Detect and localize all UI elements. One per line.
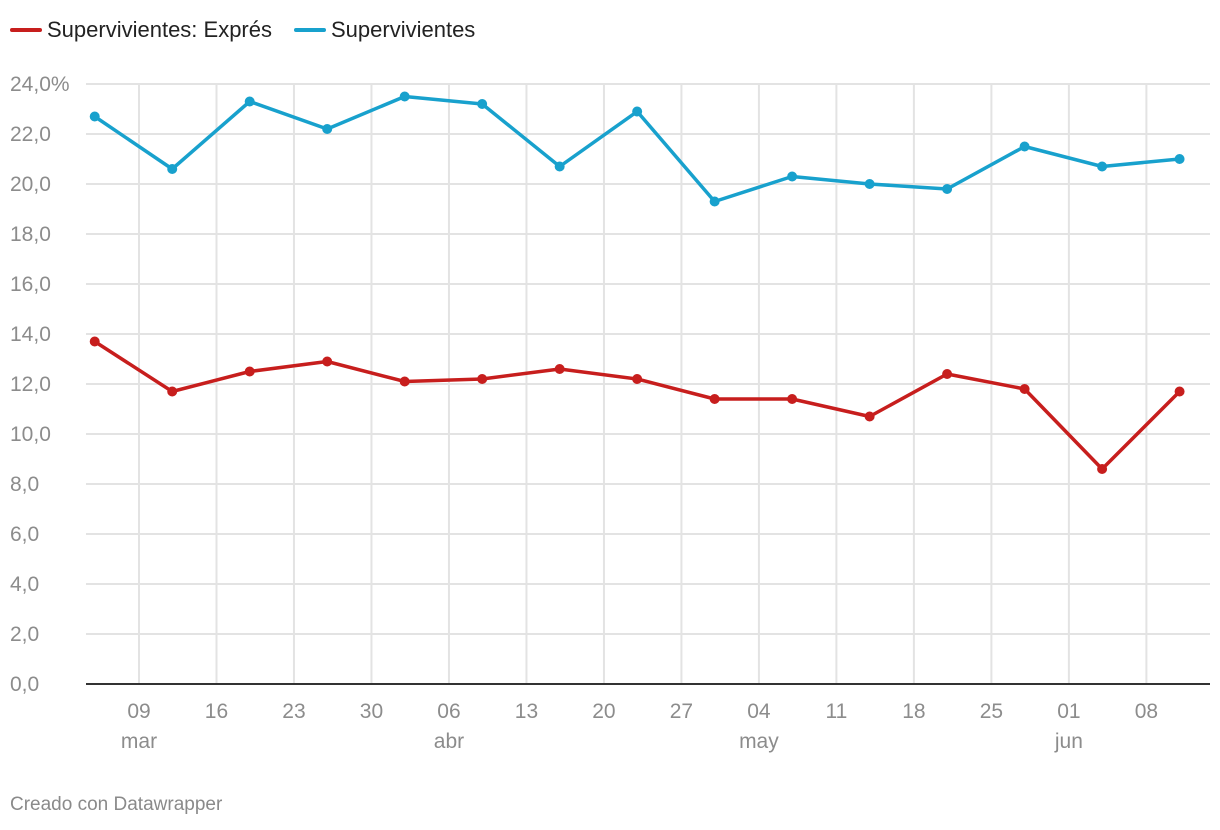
x-tick-label: 01 <box>1057 700 1080 723</box>
y-tick-label: 2,0 <box>10 623 39 646</box>
data-point-1 <box>244 96 255 107</box>
legend-label-supervivientes: Supervivientes <box>331 17 476 42</box>
data-point-1 <box>89 111 100 122</box>
data-point-1 <box>477 99 488 109</box>
y-tick-label: 12,0 <box>10 373 51 396</box>
legend-swatch-supervivientes <box>294 28 326 32</box>
data-point-1 <box>709 196 720 207</box>
x-tick-label: 08 <box>1135 700 1158 723</box>
data-point-1 <box>787 171 798 182</box>
data-point-0 <box>942 369 953 379</box>
legend-item-supervivientes[interactable]: Supervivientes <box>294 17 475 43</box>
y-tick-label: 16,0 <box>10 273 51 296</box>
x-tick-label: 06 <box>437 700 460 723</box>
data-point-1 <box>1097 161 1108 172</box>
data-point-0 <box>632 374 643 384</box>
legend-item-expres[interactable]: Supervivientes: Exprés <box>10 17 272 43</box>
data-point-0 <box>89 336 100 347</box>
data-point-0 <box>167 386 178 397</box>
y-tick-label: 0,0 <box>10 673 39 696</box>
data-point-0 <box>1174 386 1185 397</box>
legend: Supervivientes: Exprés Supervivientes <box>10 14 497 46</box>
data-point-1 <box>942 184 953 194</box>
x-tick-label: 27 <box>670 700 693 723</box>
data-point-1 <box>399 91 410 102</box>
y-tick-label: 24,0% <box>10 73 70 96</box>
x-month-label: mar <box>121 730 157 753</box>
x-tick-label: 11 <box>826 700 848 723</box>
x-axis-labels: 09 mar 16 23 30 06 abr 13 20 27 04 may 11 18 25 01 jun 08 <box>121 700 1158 753</box>
x-tick-label: 09 <box>127 700 150 723</box>
data-point-0 <box>787 394 798 404</box>
grid-lines <box>86 83 1210 685</box>
x-tick-label: 18 <box>902 700 925 723</box>
data-point-1 <box>1174 154 1185 164</box>
legend-label-expres: Supervivientes: Exprés <box>47 17 272 42</box>
data-point-1 <box>554 161 565 172</box>
y-tick-label: 22,0 <box>10 123 51 146</box>
y-tick-label: 8,0 <box>10 473 39 496</box>
y-tick-label: 4,0 <box>10 573 39 596</box>
x-tick-label: 25 <box>980 700 1003 723</box>
x-tick-label: 20 <box>592 700 615 723</box>
data-point-0 <box>477 374 488 384</box>
data-point-0 <box>554 364 565 374</box>
data-point-1 <box>322 124 333 134</box>
x-month-label: may <box>739 730 779 753</box>
y-axis-labels: 0,0 2,0 4,0 6,0 8,0 10,0 12,0 14,0 16,0 18,0 20,0 2… <box>10 73 70 696</box>
x-tick-label: 16 <box>205 700 228 723</box>
data-point-0 <box>1097 464 1108 474</box>
y-tick-label: 14,0 <box>10 323 51 346</box>
data-point-0 <box>864 411 875 422</box>
data-points <box>89 91 1185 474</box>
data-point-0 <box>709 394 720 404</box>
data-point-1 <box>1019 141 1030 152</box>
x-month-label: jun <box>1054 730 1083 753</box>
data-point-0 <box>399 376 410 387</box>
y-tick-label: 6,0 <box>10 523 39 546</box>
y-tick-label: 10,0 <box>10 423 51 446</box>
series-line-0 <box>92 339 1182 471</box>
data-point-1 <box>864 179 875 189</box>
x-tick-label: 23 <box>282 700 305 723</box>
data-point-1 <box>632 106 643 117</box>
series-lines <box>92 94 1182 471</box>
footer-credit: Creado con Datawrapper <box>10 794 223 815</box>
data-point-0 <box>1019 384 1030 394</box>
data-point-0 <box>322 356 333 367</box>
y-tick-label: 20,0 <box>10 173 51 196</box>
legend-swatch-expres <box>10 28 42 32</box>
x-tick-label: 04 <box>747 700 771 723</box>
x-tick-label: 13 <box>515 700 538 723</box>
y-tick-label: 18,0 <box>10 223 51 246</box>
data-point-1 <box>167 164 178 174</box>
x-tick-label: 30 <box>360 700 383 723</box>
data-point-0 <box>244 366 255 377</box>
x-month-label: abr <box>434 730 464 753</box>
